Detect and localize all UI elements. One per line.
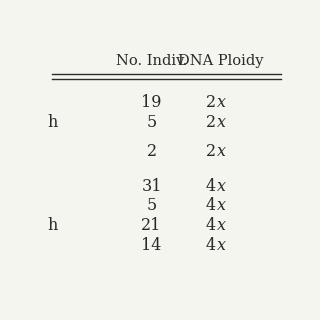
Text: x: x bbox=[217, 94, 226, 111]
Text: x: x bbox=[217, 237, 226, 254]
Text: 4: 4 bbox=[206, 178, 216, 195]
Text: 5: 5 bbox=[147, 197, 157, 214]
Text: x: x bbox=[217, 114, 226, 131]
Text: DNA Ploidy: DNA Ploidy bbox=[178, 54, 264, 68]
Text: 4: 4 bbox=[206, 217, 216, 234]
Text: 2: 2 bbox=[206, 143, 216, 160]
Text: 31: 31 bbox=[141, 178, 162, 195]
Text: 2: 2 bbox=[206, 94, 216, 111]
Text: 19: 19 bbox=[141, 94, 162, 111]
Text: h: h bbox=[47, 217, 58, 234]
Text: 2: 2 bbox=[206, 114, 216, 131]
Text: x: x bbox=[217, 143, 226, 160]
Text: x: x bbox=[217, 197, 226, 214]
Text: 4: 4 bbox=[206, 197, 216, 214]
Text: 21: 21 bbox=[141, 217, 162, 234]
Text: x: x bbox=[217, 217, 226, 234]
Text: h: h bbox=[47, 114, 58, 131]
Text: 14: 14 bbox=[141, 237, 162, 254]
Text: 4: 4 bbox=[206, 237, 216, 254]
Text: x: x bbox=[217, 178, 226, 195]
Text: No. Indiv.: No. Indiv. bbox=[116, 54, 187, 68]
Text: 2: 2 bbox=[147, 143, 157, 160]
Text: 5: 5 bbox=[147, 114, 157, 131]
